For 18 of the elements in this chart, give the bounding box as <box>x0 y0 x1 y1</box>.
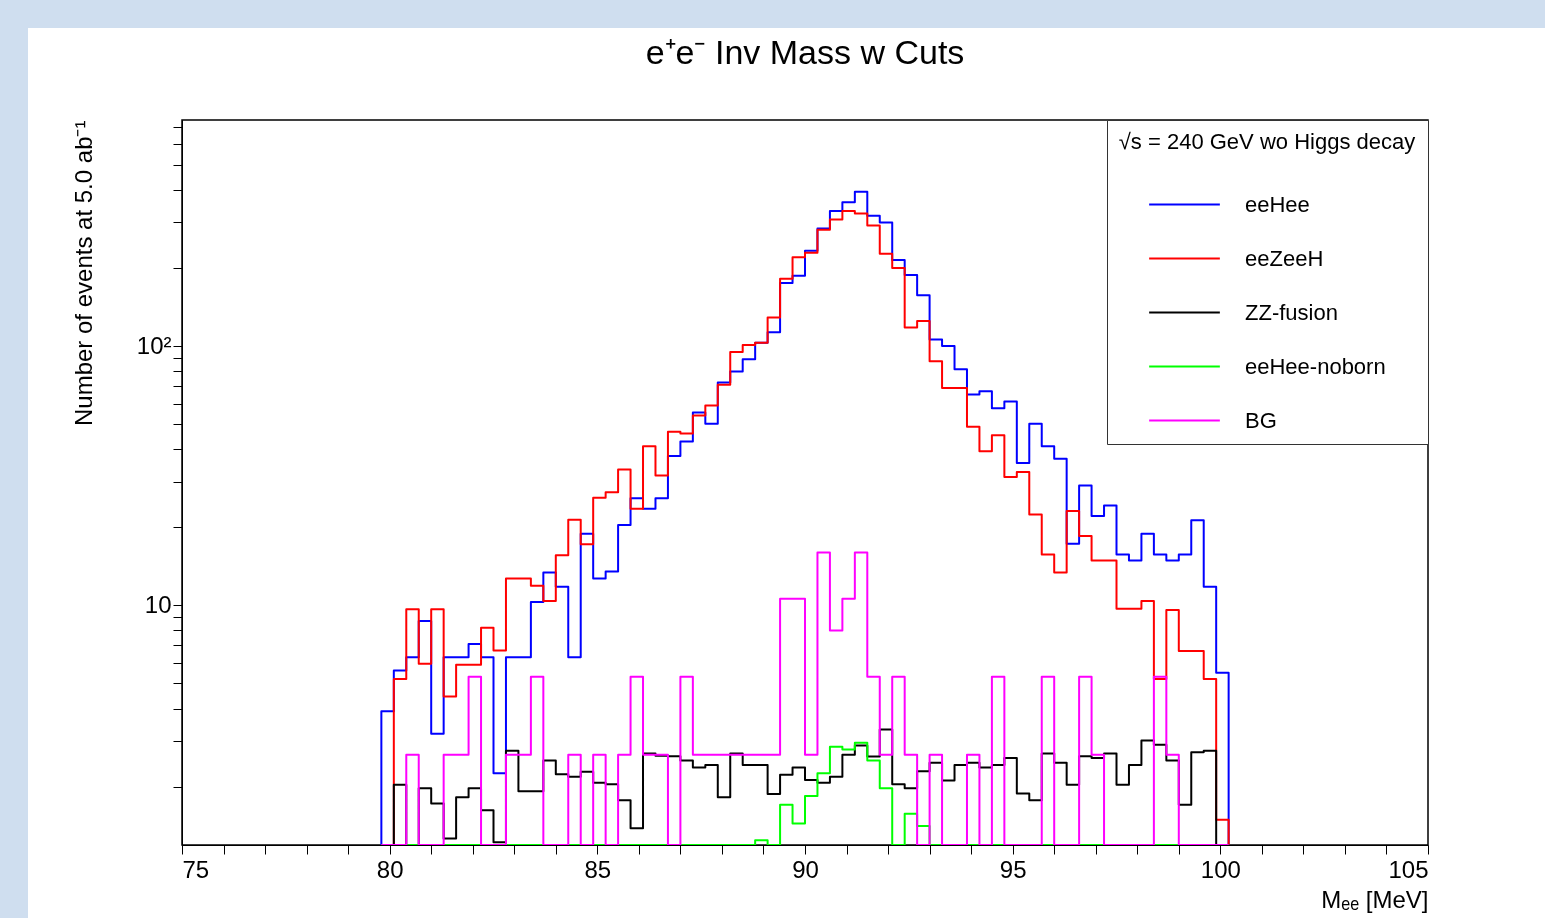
y-tick-label: 10 <box>144 590 172 618</box>
legend-label: eeZeeH <box>1245 245 1324 271</box>
x-tick-label: 90 <box>792 855 819 883</box>
x-tick-label: 100 <box>1200 855 1241 883</box>
x-tick-label: 105 <box>1388 855 1429 883</box>
x-tick-label: 85 <box>584 855 612 883</box>
legend-label: eeHee-noborn <box>1245 353 1386 379</box>
x-tick-label: 80 <box>376 855 404 883</box>
x-tick-label: 75 <box>182 855 210 883</box>
y-axis-title: Number of events at 5.0 ab⁻¹ <box>69 120 97 426</box>
y-tick-label: 10² <box>136 331 172 359</box>
legend-label: eeHee <box>1245 191 1310 217</box>
chart-title: e⁺e⁻ Inv Mass w Cuts <box>645 33 965 72</box>
x-tick-label: 95 <box>999 855 1027 883</box>
legend-label: ZZ-fusion <box>1245 299 1338 325</box>
legend-title: √s = 240 GeV wo Higgs decay <box>1118 129 1416 154</box>
x-axis-title: Mₑₑ [MeV] <box>1321 885 1429 913</box>
legend-label: BG <box>1245 407 1277 433</box>
